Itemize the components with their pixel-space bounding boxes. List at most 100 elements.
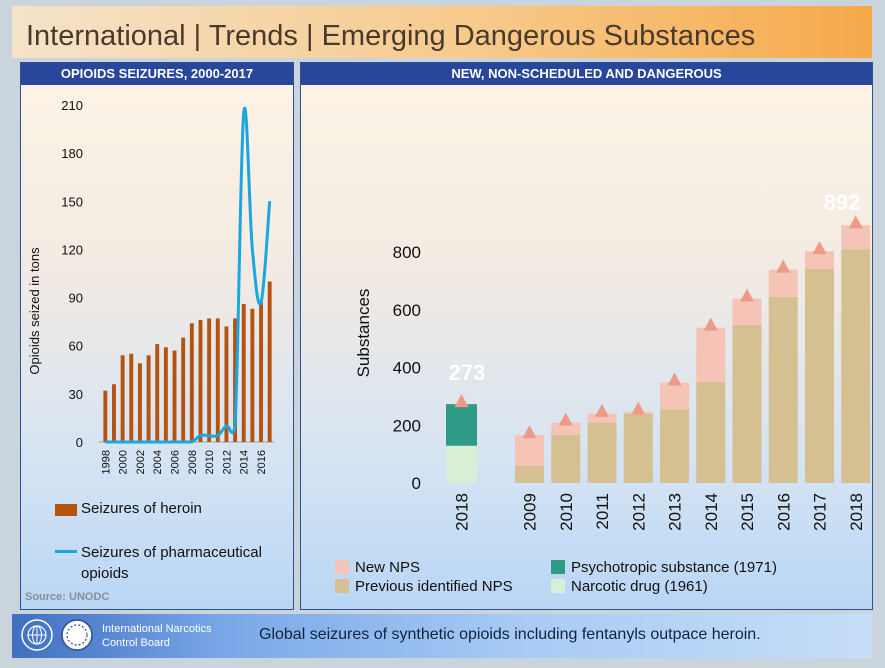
heroin-bar bbox=[137, 363, 142, 442]
opioids-xtick-label: 2014 bbox=[239, 450, 251, 474]
source-note: Source: UNODC bbox=[25, 591, 110, 603]
nps-ytick-label: 600 bbox=[393, 301, 421, 320]
heroin-bar bbox=[120, 355, 125, 442]
heroin-bar bbox=[250, 308, 255, 442]
nps-panel-header: NEW, NON-SCHEDULED AND DANGEROUS bbox=[301, 63, 872, 85]
nps-xtick-label: 2015 bbox=[738, 493, 757, 531]
nps-panel: NEW, NON-SCHEDULED AND DANGEROUS Substan… bbox=[300, 62, 873, 610]
nps-xtick-label: 2018 bbox=[847, 493, 866, 531]
heroin-bar bbox=[259, 302, 263, 442]
title-bar: International | Trends | Emerging Danger… bbox=[12, 6, 872, 58]
legend-prev-nps-swatch bbox=[335, 579, 349, 593]
legend-narcotic-swatch bbox=[551, 579, 565, 593]
total-marker-icon bbox=[776, 259, 791, 273]
nps-xtick-label: 2011 bbox=[593, 493, 612, 530]
new-nps-bar bbox=[515, 435, 544, 466]
nps-xtick-label: 2014 bbox=[702, 493, 721, 531]
heroin-bar bbox=[198, 320, 203, 442]
nps-ytick-label: 800 bbox=[393, 243, 421, 262]
legend-new-nps: New NPS bbox=[335, 559, 420, 576]
opioids-ytick-label: 0 bbox=[76, 435, 83, 450]
heroin-bar bbox=[189, 323, 194, 442]
legend-heroin-swatch bbox=[55, 504, 77, 516]
opioids-panel: OPIOIDS SEIZURES, 2000-2017 Opioids seiz… bbox=[20, 62, 294, 610]
pharma-opioids-line bbox=[105, 107, 272, 444]
heroin-bar bbox=[181, 337, 186, 442]
legend-new-nps-swatch bbox=[335, 560, 349, 574]
nps-chart: Substances 273 892 144 129 0200400600800… bbox=[354, 190, 871, 531]
legend-prev-nps: Previous identified NPS bbox=[335, 578, 513, 595]
opioids-ytick-label: 210 bbox=[61, 98, 83, 113]
heroin-bar bbox=[224, 326, 229, 442]
incb-name-line2: Control Board bbox=[102, 637, 170, 649]
heroin-bar bbox=[103, 390, 108, 442]
treaty-bar-segment bbox=[446, 404, 477, 446]
opioids-xtick-label: 2004 bbox=[152, 450, 164, 474]
new-nps-bar bbox=[768, 269, 798, 297]
opioids-xtick-label: 2016 bbox=[256, 450, 268, 474]
previous-nps-bar bbox=[623, 413, 653, 483]
total-marker-icon bbox=[703, 317, 718, 331]
un-emblem-icon bbox=[21, 619, 53, 651]
opioids-panel-header: OPIOIDS SEIZURES, 2000-2017 bbox=[21, 63, 293, 85]
heroin-bar bbox=[233, 318, 238, 442]
legend-narcotic: Narcotic drug (1961) bbox=[551, 578, 708, 595]
legend-narcotic-label: Narcotic drug (1961) bbox=[571, 578, 708, 595]
total-marker-icon bbox=[522, 425, 537, 439]
heroin-bar bbox=[129, 353, 134, 442]
total-marker-icon bbox=[454, 394, 469, 408]
opioids-ytick-label: 180 bbox=[61, 146, 83, 161]
nps-ytick-label: 200 bbox=[393, 416, 421, 435]
legend-prev-nps-label: Previous identified NPS bbox=[355, 578, 513, 595]
footer-caption: Global seizures of synthetic opioids inc… bbox=[259, 626, 761, 643]
heroin-bar bbox=[241, 303, 246, 442]
previous-nps-bar bbox=[841, 249, 871, 483]
nps-xtick-label: 2013 bbox=[666, 493, 685, 531]
incb-name-line1: International Narcotics bbox=[102, 623, 212, 635]
opioids-ytick-label: 30 bbox=[69, 387, 83, 402]
legend-pharma: Seizures of pharmaceutical opioids bbox=[55, 542, 285, 584]
legend-psychotropic-label: Psychotropic substance (1971) bbox=[571, 559, 777, 576]
legend-heroin-label: Seizures of heroin bbox=[81, 500, 202, 517]
heroin-bar bbox=[163, 347, 168, 442]
legend-psychotropic-swatch bbox=[551, 560, 565, 574]
heroin-bar bbox=[155, 344, 160, 442]
previous-nps-bar bbox=[805, 269, 834, 483]
opioids-xtick-label: 1998 bbox=[100, 450, 112, 474]
opioids-xtick-label: 2012 bbox=[221, 450, 233, 474]
nps-ytick-label: 0 bbox=[412, 474, 421, 493]
new-nps-bar bbox=[841, 225, 871, 250]
nps-xtick-label: 2012 bbox=[629, 493, 648, 531]
legend-heroin: Seizures of heroin bbox=[55, 500, 202, 517]
previous-nps-bar bbox=[660, 409, 689, 483]
legend-pharma-swatch bbox=[55, 550, 77, 553]
legend-new-nps-label: New NPS bbox=[355, 559, 421, 576]
new-nps-bar bbox=[732, 298, 762, 326]
new-nps-bar bbox=[805, 251, 834, 270]
opioids-ytick-label: 120 bbox=[61, 242, 83, 257]
previous-nps-bar bbox=[696, 381, 726, 483]
total-marker-icon bbox=[631, 401, 646, 415]
total-marker-icon bbox=[558, 412, 573, 426]
treaty-bar-xtick-label: 2018 bbox=[453, 493, 472, 531]
heroin-bar bbox=[267, 281, 272, 442]
opioids-ytick-label: 150 bbox=[61, 194, 83, 209]
opioids-ytick-label: 60 bbox=[69, 339, 83, 354]
previous-nps-bar bbox=[732, 325, 762, 483]
total-marker-icon bbox=[740, 288, 754, 302]
total-marker-icon bbox=[812, 241, 827, 255]
nps-ytick-label: 400 bbox=[393, 359, 421, 378]
nps-xtick-label: 2010 bbox=[557, 493, 576, 531]
new-nps-bar bbox=[696, 327, 726, 382]
heroin-bar bbox=[172, 350, 177, 442]
previous-nps-bar bbox=[515, 465, 544, 483]
heroin-bar bbox=[146, 355, 151, 442]
footer-bar: International Narcotics Control Board Gl… bbox=[12, 614, 872, 658]
nps-xtick-label: 2016 bbox=[774, 493, 793, 531]
previous-nps-bar bbox=[768, 296, 798, 483]
incb-name: International Narcotics Control Board bbox=[102, 622, 211, 650]
heroin-bar bbox=[207, 318, 212, 442]
legend-psychotropic: Psychotropic substance (1971) bbox=[551, 559, 777, 576]
total-label-892: 892 bbox=[824, 190, 861, 215]
legend-pharma-label: Seizures of pharmaceutical opioids bbox=[81, 544, 262, 582]
